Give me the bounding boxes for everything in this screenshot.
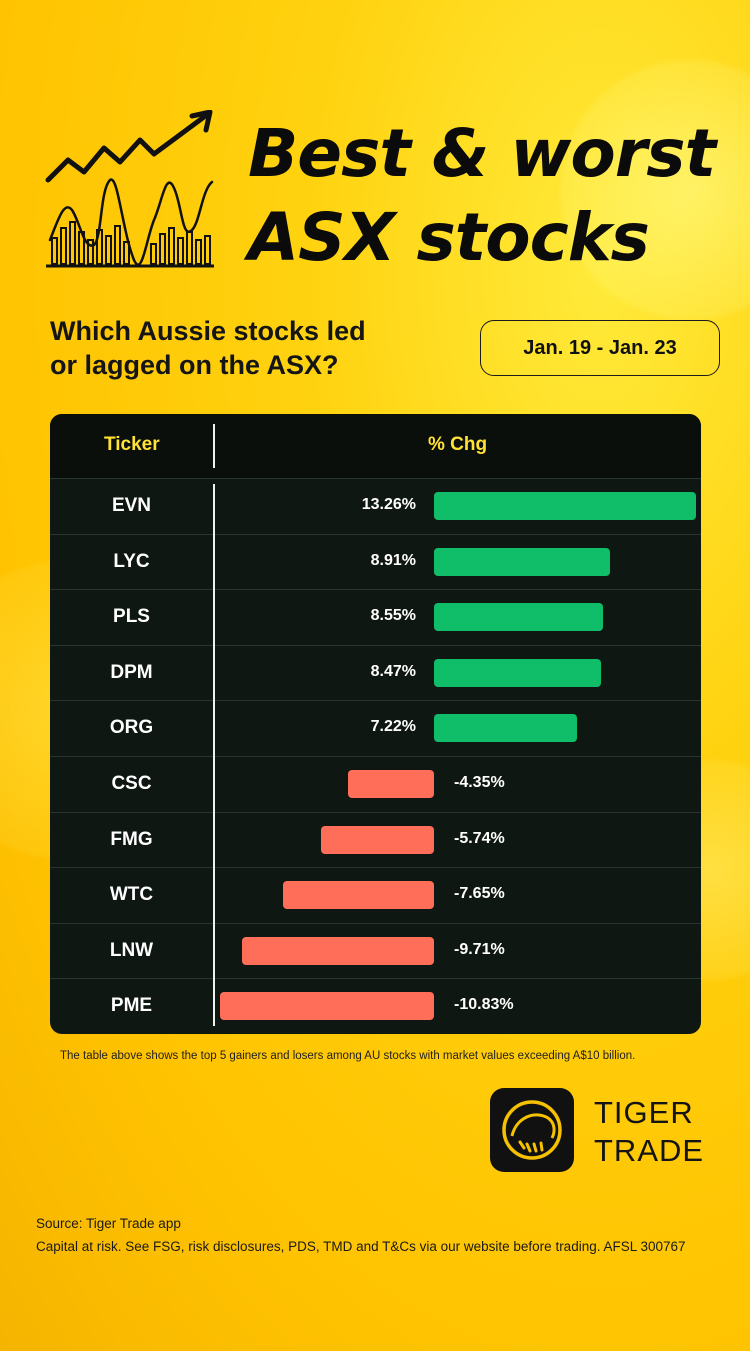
loss-bar xyxy=(282,881,434,910)
table-row: DPM 8.47% xyxy=(50,644,701,701)
date-range-badge: Jan. 19 - Jan. 23 xyxy=(480,320,720,376)
subtitle-line-1: Which Aussie stocks led xyxy=(50,316,366,346)
table-row: EVN 13.26% xyxy=(50,478,701,534)
change-value-label: 8.55% xyxy=(370,607,416,625)
change-value-label: -4.35% xyxy=(454,774,505,791)
header-divider xyxy=(213,424,215,468)
change-value-label: 13.26% xyxy=(361,496,416,513)
table-row: LNW -9.71% xyxy=(50,922,701,979)
table-row: WTC -7.65% xyxy=(50,867,701,923)
ticker-label: CSC xyxy=(111,773,152,794)
stock-change-table: Ticker % Chg EVN 13.26% LYC 8.91% PLS 8.55% DP… xyxy=(50,414,701,1034)
column-divider xyxy=(213,484,215,1026)
ticker-column-header: Ticker xyxy=(104,434,160,455)
title-line-2: ASX stocks xyxy=(248,199,650,276)
gain-bar xyxy=(434,547,611,576)
gain-bar xyxy=(434,658,602,687)
brand-name: TIGER TRADE xyxy=(594,1094,704,1170)
subtitle: Which Aussie stocks led or lagged on the… xyxy=(50,314,450,382)
table-header: Ticker % Chg xyxy=(50,414,701,478)
page-title: Best & worst ASX stocks xyxy=(248,112,738,280)
ticker-label: EVN xyxy=(111,495,152,516)
ticker-label: WTC xyxy=(109,884,154,906)
title-line-1: Best & worst xyxy=(248,115,716,192)
stock-chart-trend-icon xyxy=(45,110,214,268)
loss-bar xyxy=(348,770,434,798)
brand-line-1: TIGER xyxy=(594,1095,694,1130)
change-value-label: 7.22% xyxy=(370,718,416,736)
ticker-label: ORG xyxy=(109,717,154,739)
change-value-label: 8.47% xyxy=(370,662,416,680)
gain-bar xyxy=(434,603,603,632)
ticker-label: FMG xyxy=(110,828,153,850)
ticker-label: LYC xyxy=(113,550,150,572)
change-value-label: -9.71% xyxy=(454,940,505,958)
change-value-label: 8.91% xyxy=(370,551,416,569)
date-range-text: Jan. 19 - Jan. 23 xyxy=(523,336,677,359)
ticker-label: PME xyxy=(110,995,153,1017)
subtitle-line-2: or lagged on the ASX? xyxy=(50,350,339,380)
change-value-label: -5.74% xyxy=(454,829,505,847)
loss-bar xyxy=(242,936,434,965)
table-row: CSC -4.35% xyxy=(50,756,701,812)
change-value-label: -7.65% xyxy=(454,885,505,903)
table-row: PLS 8.55% xyxy=(50,589,701,645)
table-row: FMG -5.74% xyxy=(50,811,701,868)
disclaimer: Capital at risk. See FSG, risk disclosur… xyxy=(36,1239,686,1254)
ticker-label: DPM xyxy=(110,661,153,683)
loss-bar xyxy=(220,992,434,1021)
change-column-header: % Chg xyxy=(428,434,488,455)
source-note: Source: Tiger Trade app xyxy=(36,1216,181,1231)
footnote: The table above shows the top 5 gainers … xyxy=(60,1050,636,1062)
table-row: LYC 8.91% xyxy=(50,533,701,590)
brand-line-2: TRADE xyxy=(594,1133,705,1168)
table-row: ORG 7.22% xyxy=(50,700,701,756)
ticker-label: PLS xyxy=(113,606,150,628)
table-row: PME -10.83% xyxy=(50,978,701,1034)
loss-bar xyxy=(320,825,434,854)
change-value-label: -10.83% xyxy=(454,996,514,1014)
ticker-label: LNW xyxy=(109,939,154,961)
tiger-trade-logo-icon xyxy=(490,1088,574,1172)
gain-bar xyxy=(434,492,696,520)
gain-bar xyxy=(434,714,577,743)
